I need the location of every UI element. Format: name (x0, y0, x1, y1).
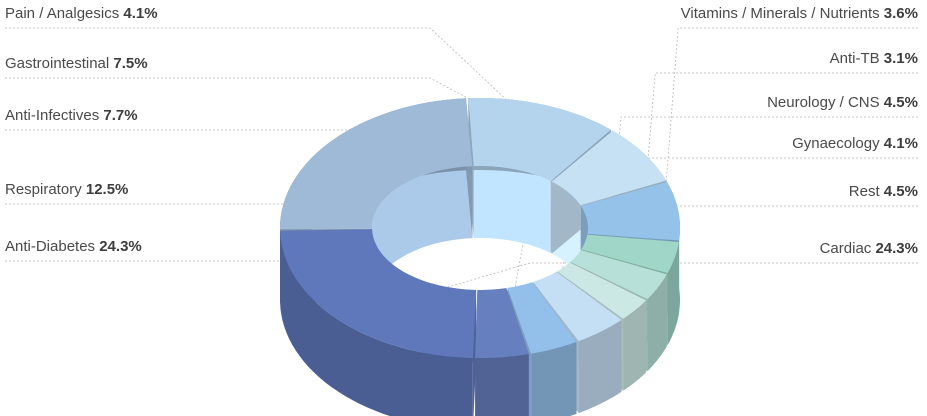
label-name-anti-diabetes: Anti-Diabetes (5, 238, 99, 255)
label-gastrointestinal: Gastrointestinal 7.5% (5, 55, 148, 72)
label-value-cardiac: 24.3% (875, 240, 918, 257)
label-layer: Cardiac 24.3%Anti-Diabetes 24.3%Respirat… (5, 5, 918, 358)
slice-outer-wall (531, 341, 577, 416)
label-pain-analgesics: Pain / Analgesics 4.1% (5, 5, 158, 22)
label-respiratory: Respiratory 12.5% (5, 181, 128, 198)
label-value-anti-infectives: 7.7% (103, 107, 137, 124)
label-value-pain-analgesics: 4.1% (123, 5, 157, 22)
label-name-neurology-cns: Neurology / CNS (767, 94, 884, 111)
label-value-vitamins-minerals-nutrients: 3.6% (884, 5, 918, 22)
slice-top-anti-infectives (551, 130, 667, 206)
label-name-respiratory: Respiratory (5, 181, 86, 198)
label-rest: Rest 4.5% (849, 183, 918, 200)
slice-outer-wall (667, 242, 679, 345)
label-vitamins-minerals-nutrients: Vitamins / Minerals / Nutrients 3.6% (681, 5, 918, 22)
label-anti-diabetes: Anti-Diabetes 24.3% (5, 238, 142, 255)
label-name-cardiac: Cardiac (820, 240, 876, 257)
slice-top-vitamins-minerals-nutrients (570, 250, 667, 300)
slice-top-gynaecology (507, 282, 577, 354)
label-name-pain-analgesics: Pain / Analgesics (5, 5, 123, 22)
slice-top-anti-tb (557, 262, 647, 319)
label-value-respiratory: 12.5% (86, 181, 129, 198)
label-name-anti-tb: Anti-TB (830, 50, 884, 67)
slice-top-neurology-cns (533, 271, 622, 342)
slice-top-respiratory (468, 98, 611, 182)
slice-side-face (472, 290, 477, 416)
slice-top-cardiac (280, 229, 477, 358)
label-anti-tb: Anti-TB 3.1% (830, 50, 918, 67)
label-value-gynaecology: 4.1% (884, 135, 918, 152)
slice-cardiac (280, 229, 477, 416)
label-name-vitamins-minerals-nutrients: Vitamins / Minerals / Nutrients (681, 5, 884, 22)
slice-outer-wall (647, 274, 667, 372)
label-cardiac: Cardiac 24.3% (820, 240, 918, 257)
label-anti-infectives: Anti-Infectives 7.7% (5, 107, 138, 124)
label-value-rest: 4.5% (884, 183, 918, 200)
slice-top-pain-analgesics (581, 234, 679, 273)
slice-top-anti-diabetes (280, 98, 473, 230)
slice-top-rest (475, 288, 529, 358)
slice-outer-wall (623, 300, 647, 391)
label-name-gynaecology: Gynaecology (792, 135, 884, 152)
label-name-rest: Rest (849, 183, 884, 200)
slice-outer-wall (475, 354, 529, 416)
slice-inner-wall (473, 166, 551, 254)
label-value-neurology-cns: 4.5% (884, 94, 918, 111)
donut-layer (280, 98, 680, 416)
slice-rest (475, 288, 529, 416)
slice-top-gastrointestinal (581, 181, 680, 241)
label-value-anti-tb: 3.1% (884, 50, 918, 67)
slice-inner-wall (372, 166, 473, 301)
label-gynaecology: Gynaecology 4.1% (792, 135, 918, 152)
label-name-anti-infectives: Anti-Infectives (5, 107, 103, 124)
slice-outer-wall (578, 319, 622, 414)
label-name-gastrointestinal: Gastrointestinal (5, 55, 113, 72)
slice-outer-wall (280, 231, 473, 416)
label-value-anti-diabetes: 24.3% (99, 238, 142, 255)
label-value-gastrointestinal: 7.5% (113, 55, 147, 72)
label-neurology-cns: Neurology / CNS 4.5% (767, 94, 918, 111)
